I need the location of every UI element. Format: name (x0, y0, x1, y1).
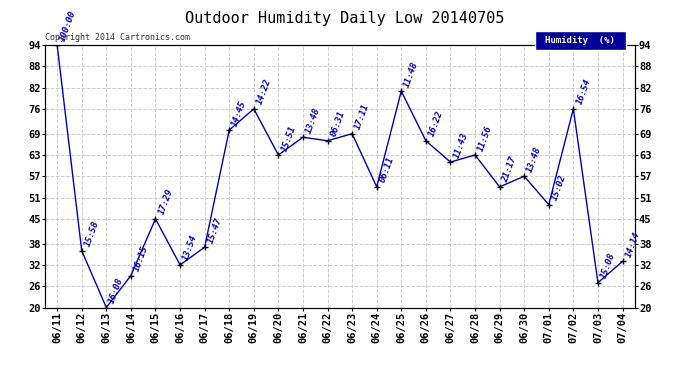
Text: 11:48: 11:48 (403, 60, 420, 88)
Text: 17:11: 17:11 (353, 103, 371, 131)
Text: 15:58: 15:58 (83, 220, 101, 248)
Text: 13:54: 13:54 (181, 234, 199, 262)
Text: 15:02: 15:02 (550, 174, 568, 202)
Text: 100:00: 100:00 (59, 9, 78, 42)
Text: 14:22: 14:22 (255, 78, 273, 106)
Text: 13:48: 13:48 (526, 145, 543, 174)
Text: 16:15: 16:15 (132, 244, 150, 273)
Text: 21:17: 21:17 (501, 156, 519, 184)
Text: Copyright 2014 Cartronics.com: Copyright 2014 Cartronics.com (45, 33, 190, 42)
Text: 14:45: 14:45 (230, 99, 248, 128)
Text: 15:47: 15:47 (206, 216, 224, 244)
Text: 16:54: 16:54 (575, 78, 593, 106)
Text: Humidity  (%): Humidity (%) (545, 36, 615, 45)
Text: 14:14: 14:14 (624, 230, 642, 259)
Text: 13:48: 13:48 (304, 106, 322, 135)
Text: 17:29: 17:29 (157, 188, 175, 216)
Text: 11:56: 11:56 (476, 124, 494, 152)
Text: 15:08: 15:08 (600, 252, 617, 280)
Text: 16:08: 16:08 (108, 276, 126, 305)
Text: 06:11: 06:11 (378, 156, 396, 184)
Text: Outdoor Humidity Daily Low 20140705: Outdoor Humidity Daily Low 20140705 (186, 11, 504, 26)
Text: 06:31: 06:31 (329, 110, 346, 138)
Text: 11:43: 11:43 (452, 131, 469, 159)
Text: 15:51: 15:51 (279, 124, 297, 152)
Text: 16:22: 16:22 (427, 110, 445, 138)
